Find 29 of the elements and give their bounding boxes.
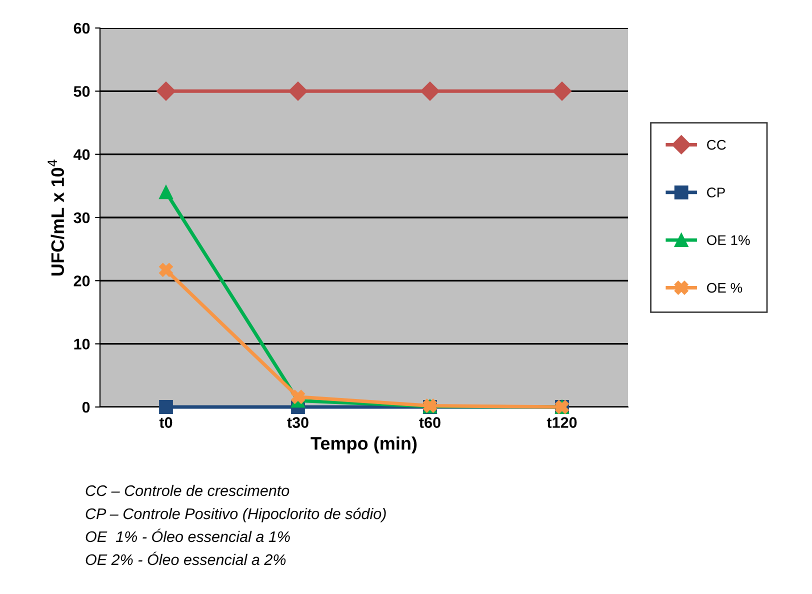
y-tick-label: 50	[74, 86, 90, 97]
point	[552, 82, 572, 101]
point	[420, 82, 440, 101]
point	[159, 400, 173, 414]
y-tick-label: 60	[74, 22, 90, 34]
x-tick-label: t120	[546, 417, 577, 428]
y-axis-title: UFC/mL x 10$^{4}$	[48, 160, 64, 276]
legend-label: CC	[707, 140, 726, 150]
x-tick-label: t60	[419, 417, 440, 428]
point	[156, 82, 176, 101]
point	[159, 185, 173, 200]
x-tick-label: t30	[287, 417, 308, 428]
y-tick-label: 20	[74, 276, 90, 286]
point	[288, 82, 308, 101]
y-tick-label: 40	[74, 149, 90, 160]
y-tick-label: 10	[74, 338, 90, 350]
text: CP – Controle Positivo (Hipoclorito de sódio)	[86, 508, 386, 522]
text: CC – Controle de crescimento	[86, 484, 290, 496]
legend-label: CP	[707, 188, 725, 198]
point	[159, 262, 173, 277]
text: OE 2% - Óleo essencial a 2%	[86, 552, 286, 566]
legend-label: OE 1%	[707, 235, 750, 246]
legend-label: OE %	[707, 282, 742, 293]
point	[291, 390, 305, 404]
text: OE 1% - Óleo essencial a 1%	[86, 528, 290, 542]
x-tick-label: t0	[159, 417, 172, 428]
y-tick-label: 0	[82, 402, 90, 413]
y-tick-label: 30	[74, 212, 90, 224]
x-axis-title: Tempo (min)	[310, 436, 417, 454]
